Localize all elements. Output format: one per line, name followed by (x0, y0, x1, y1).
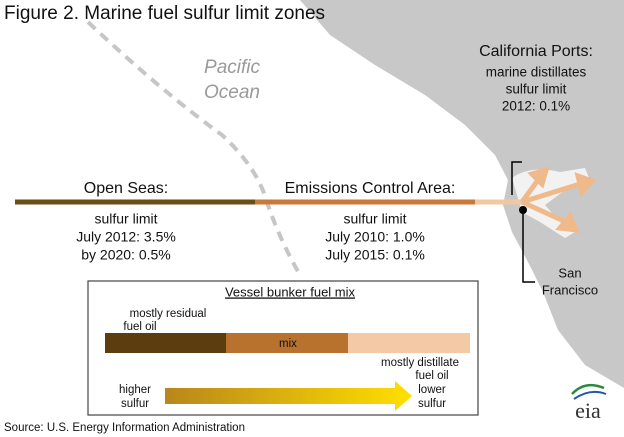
zone-text: by 2020: 0.5% (81, 247, 171, 263)
ports-heading: California Ports: (479, 43, 593, 60)
legend-title: Vessel bunker fuel mix (225, 284, 356, 299)
zone-text: July 2015: 0.1% (325, 247, 425, 263)
city-label: San (558, 265, 581, 280)
bar-mix (226, 333, 348, 353)
ports-text: marine distillates (486, 65, 587, 80)
ports-text: sulfur limit (506, 82, 567, 97)
city-label: Francisco (542, 282, 598, 297)
logo-swoosh (571, 383, 605, 395)
legend-text: lower (418, 384, 446, 396)
bar-residual (105, 333, 226, 353)
legend-text: mostly distillate (381, 357, 459, 369)
bar-distillate (348, 333, 470, 353)
eca-boundary (86, 20, 302, 276)
callout-line (511, 161, 522, 195)
legend-text: mix (279, 338, 297, 350)
legend-text: sulfur (418, 398, 446, 410)
zone-text: July 2010: 1.0% (325, 229, 425, 245)
land (300, 0, 624, 388)
callout-line (522, 210, 535, 283)
legend-text: mostly residual (130, 308, 207, 320)
zone-heading: Emissions Control Area: (285, 180, 456, 197)
source: Source: U.S. Energy Information Administ… (4, 422, 245, 434)
ocean-label: Pacific (204, 57, 260, 78)
ocean-label: Ocean (204, 82, 260, 103)
ports-text: 2012: 0.1% (502, 99, 570, 114)
logo: eia (575, 398, 601, 423)
logo-swoosh (573, 390, 607, 400)
port-arrows (519, 166, 597, 234)
zone-text: sulfur limit (343, 211, 406, 227)
zone-heading: Open Seas: (84, 180, 169, 197)
legend-text: fuel oil (415, 370, 448, 382)
legend-text: higher (119, 384, 151, 396)
legend-text: fuel oil (123, 321, 156, 333)
zone-text: sulfur limit (94, 211, 157, 227)
sulfur-arrow (165, 381, 412, 411)
title: Figure 2. Marine fuel sulfur limit zones (4, 3, 325, 24)
legend-text: sulfur (121, 398, 149, 410)
zone-text: July 2012: 3.5% (76, 229, 176, 245)
